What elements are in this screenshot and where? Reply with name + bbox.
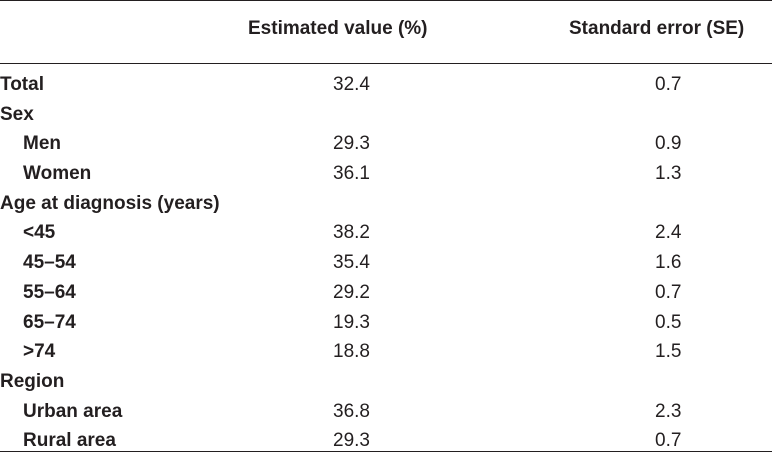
- estimated-value-cell: 29.3: [333, 133, 370, 155]
- table-row-men: Men 29.3 0.9: [0, 129, 772, 159]
- estimated-value-cell: 36.8: [333, 400, 370, 422]
- table-row-age-55-64: 55–64 29.2 0.7: [0, 278, 772, 308]
- row-label: Sex: [0, 103, 34, 125]
- table-body: Total 32.4 0.7 Sex Men 29.3 0.9 Women 36…: [0, 70, 772, 456]
- table-row-age-45-54: 45–54 35.4 1.6: [0, 248, 772, 278]
- row-label: 55–64: [23, 281, 76, 303]
- estimated-value-cell: 29.2: [333, 281, 370, 303]
- table-row-total: Total 32.4 0.7: [0, 70, 772, 100]
- row-label: 45–54: [23, 252, 76, 274]
- row-label: Total: [0, 74, 44, 95]
- row-label: Region: [0, 370, 65, 392]
- standard-error-cell: 2.4: [655, 222, 682, 244]
- row-label: Women: [23, 163, 92, 185]
- table-row-age-heading: Age at diagnosis (years): [0, 189, 772, 219]
- table-row-age-over-74: >74 18.8 1.5: [0, 337, 772, 367]
- table-row-age-under-45: <45 38.2 2.4: [0, 218, 772, 248]
- table-row-age-65-74: 65–74 19.3 0.5: [0, 308, 772, 338]
- table-row-rural-area: Rural area 29.3 0.7: [0, 426, 772, 456]
- standard-error-cell: 1.6: [655, 252, 682, 274]
- header-estimated-value: Estimated value (%): [248, 18, 428, 39]
- row-label: Urban area: [23, 400, 123, 422]
- estimated-value-cell: 32.4: [333, 74, 370, 95]
- header-standard-error: Standard error (SE): [569, 18, 745, 39]
- standard-error-cell: 2.3: [655, 400, 682, 422]
- estimated-value-cell: 29.3: [333, 430, 370, 452]
- estimated-value-cell: 38.2: [333, 222, 370, 244]
- table-row-urban-area: Urban area 36.8 2.3: [0, 397, 772, 427]
- header-rule: [0, 63, 772, 64]
- top-rule: [0, 0, 772, 1]
- estimated-value-cell: 19.3: [333, 311, 370, 333]
- table-row-region-heading: Region: [0, 367, 772, 397]
- estimated-value-cell: 36.1: [333, 163, 370, 185]
- row-label: Men: [23, 133, 61, 155]
- standard-error-cell: 0.9: [655, 133, 682, 155]
- row-label: Rural area: [23, 430, 116, 452]
- row-label: Age at diagnosis (years): [0, 192, 220, 214]
- estimated-value-cell: 18.8: [333, 341, 370, 363]
- table-row-women: Women 36.1 1.3: [0, 159, 772, 189]
- estimated-value-cell: 35.4: [333, 252, 370, 274]
- standard-error-cell: 1.5: [655, 341, 682, 363]
- standard-error-cell: 0.7: [655, 281, 682, 303]
- standard-error-cell: 0.7: [655, 430, 682, 452]
- standard-error-cell: 0.5: [655, 311, 682, 333]
- table-row-sex-heading: Sex: [0, 100, 772, 130]
- standard-error-cell: 1.3: [655, 163, 682, 185]
- standard-error-cell: 0.7: [655, 74, 682, 95]
- row-label: >74: [23, 341, 56, 363]
- row-label: 65–74: [23, 311, 76, 333]
- row-label: <45: [23, 222, 56, 244]
